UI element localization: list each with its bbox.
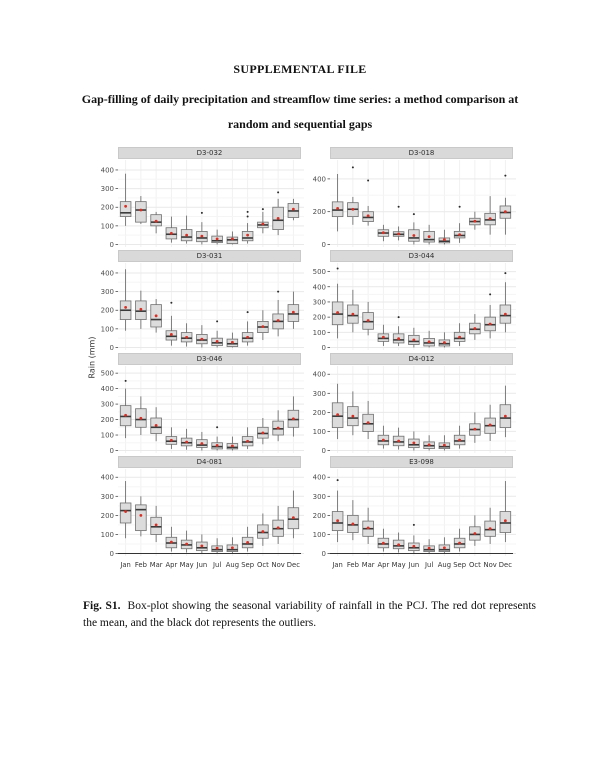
svg-text:100: 100 bbox=[313, 329, 326, 337]
svg-text:400: 400 bbox=[313, 371, 326, 379]
panel-plot-D3-046: 0 100 200 300 400 500 bbox=[101, 366, 304, 455]
panel-D4-012: D4-012 0 100 200 300 400 bbox=[308, 353, 518, 456]
svg-text:Jun: Jun bbox=[408, 561, 420, 569]
svg-text:0: 0 bbox=[110, 241, 114, 249]
panel-plot-D4-012: 0 100 200 300 400 bbox=[313, 366, 516, 455]
svg-text:400: 400 bbox=[101, 474, 114, 482]
svg-text:400: 400 bbox=[313, 175, 326, 183]
svg-text:Aug: Aug bbox=[438, 561, 451, 569]
svg-text:May: May bbox=[392, 561, 406, 569]
svg-text:0: 0 bbox=[322, 550, 326, 558]
svg-text:400: 400 bbox=[101, 385, 114, 393]
svg-text:400: 400 bbox=[313, 474, 326, 482]
svg-text:300: 300 bbox=[313, 390, 326, 398]
svg-text:Feb: Feb bbox=[347, 561, 359, 569]
document-header: SUPPLEMENTAL FILE bbox=[233, 62, 367, 76]
panel-plot-D3-044: 0 100 200 300 400 500 bbox=[313, 263, 516, 352]
svg-text:500: 500 bbox=[313, 268, 326, 276]
svg-text:Dec: Dec bbox=[499, 561, 512, 569]
svg-text:Sep: Sep bbox=[453, 561, 466, 569]
svg-text:Jan: Jan bbox=[331, 561, 342, 569]
svg-text:Feb: Feb bbox=[135, 561, 147, 569]
figure-caption: Fig. S1. Box-plot showing the seasonal va… bbox=[83, 598, 536, 633]
svg-text:200: 200 bbox=[313, 314, 326, 322]
svg-text:Oct: Oct bbox=[469, 561, 481, 569]
svg-text:Nov: Nov bbox=[483, 561, 496, 569]
svg-text:200: 200 bbox=[101, 416, 114, 424]
panel-D3-044: D3-044 0 100 200 300 400 500 bbox=[308, 250, 518, 353]
svg-text:Apr: Apr bbox=[165, 561, 177, 569]
paper-title: Gap-filling of daily precipitation and s… bbox=[55, 87, 545, 137]
svg-text:300: 300 bbox=[101, 288, 114, 296]
svg-text:Apr: Apr bbox=[377, 561, 389, 569]
panel-D3-018: D3-018 0 200 400 bbox=[308, 147, 518, 250]
svg-text:Jan: Jan bbox=[119, 561, 130, 569]
panel-strip-label: D3-032 bbox=[118, 147, 301, 159]
panel-strip-label: E3-098 bbox=[330, 456, 513, 468]
svg-text:Jul: Jul bbox=[212, 561, 221, 569]
svg-text:Oct: Oct bbox=[257, 561, 269, 569]
svg-text:0: 0 bbox=[110, 550, 114, 558]
y-axis-title: Rain (mm) bbox=[87, 336, 97, 379]
panel-strip-label: D3-046 bbox=[118, 353, 301, 365]
panel-plot-D3-032: 0 100 200 300 400 bbox=[101, 160, 304, 249]
panel-E3-098: E3-098 0 100 200 300 400 Jan Feb Mar Apr May Jun Jul… bbox=[308, 456, 518, 572]
panel-D3-031: D3-031 0 100 200 300 400 bbox=[96, 250, 306, 353]
panel-strip-label: D3-018 bbox=[330, 147, 513, 159]
panels-grid: D3-032 0 100 200 300 400 D3-018 0 200 400 D3-031 0 1… bbox=[96, 147, 520, 572]
svg-text:100: 100 bbox=[313, 428, 326, 436]
panel-D3-032: D3-032 0 100 200 300 400 bbox=[96, 147, 306, 250]
svg-text:Dec: Dec bbox=[287, 561, 300, 569]
svg-text:200: 200 bbox=[313, 512, 326, 520]
svg-text:300: 300 bbox=[313, 298, 326, 306]
svg-text:400: 400 bbox=[101, 166, 114, 174]
panel-strip-label: D3-031 bbox=[118, 250, 301, 262]
svg-text:400: 400 bbox=[313, 283, 326, 291]
figure-caption-text: Box-plot showing the seasonal variabilit… bbox=[83, 600, 537, 630]
svg-text:300: 300 bbox=[101, 401, 114, 409]
svg-text:Jul: Jul bbox=[424, 561, 433, 569]
svg-text:Mar: Mar bbox=[150, 561, 163, 569]
svg-text:May: May bbox=[180, 561, 194, 569]
svg-text:Jun: Jun bbox=[196, 561, 208, 569]
panel-plot-D3-018: 0 200 400 bbox=[313, 160, 516, 249]
panel-strip-label: D4-081 bbox=[118, 456, 301, 468]
svg-text:500: 500 bbox=[101, 370, 114, 378]
svg-text:100: 100 bbox=[101, 432, 114, 440]
figure-caption-label: Fig. S1. bbox=[83, 600, 121, 612]
svg-text:200: 200 bbox=[101, 307, 114, 315]
svg-text:400: 400 bbox=[101, 269, 114, 277]
paper-title-line-1: Gap-filling of daily precipitation and s… bbox=[81, 92, 519, 106]
svg-text:300: 300 bbox=[101, 493, 114, 501]
svg-text:100: 100 bbox=[101, 325, 114, 333]
svg-text:200: 200 bbox=[101, 512, 114, 520]
panel-strip-label: D4-012 bbox=[330, 353, 513, 365]
panel-plot-E3-098: 0 100 200 300 400 Jan Feb Mar Apr May Jun Jul Aug Sep… bbox=[313, 469, 516, 569]
svg-text:100: 100 bbox=[101, 222, 114, 230]
svg-text:200: 200 bbox=[313, 208, 326, 216]
svg-text:100: 100 bbox=[313, 531, 326, 539]
svg-text:Nov: Nov bbox=[271, 561, 284, 569]
panel-D3-046: D3-046 0 100 200 300 400 500 bbox=[96, 353, 306, 456]
svg-text:0: 0 bbox=[322, 447, 326, 455]
svg-text:300: 300 bbox=[313, 493, 326, 501]
svg-text:0: 0 bbox=[322, 241, 326, 249]
svg-text:0: 0 bbox=[110, 447, 114, 455]
svg-text:200: 200 bbox=[101, 204, 114, 212]
panel-plot-D3-031: 0 100 200 300 400 bbox=[101, 263, 304, 352]
svg-text:300: 300 bbox=[101, 185, 114, 193]
figure-s1: Rain (mm) D3-032 0 100 200 300 400 D3-018 0 200 4… bbox=[84, 147, 520, 577]
svg-text:0: 0 bbox=[322, 344, 326, 352]
svg-text:0: 0 bbox=[110, 344, 114, 352]
svg-text:Aug: Aug bbox=[226, 561, 239, 569]
svg-text:200: 200 bbox=[313, 409, 326, 417]
svg-text:Mar: Mar bbox=[362, 561, 375, 569]
panel-D4-081: D4-081 0 100 200 300 400 Jan Feb Mar Apr May Jun Jul… bbox=[96, 456, 306, 572]
svg-text:Sep: Sep bbox=[241, 561, 254, 569]
paper-title-line-2: random and sequential gaps bbox=[227, 117, 373, 131]
panel-plot-D4-081: 0 100 200 300 400 Jan Feb Mar Apr May Jun Jul Aug Sep… bbox=[101, 469, 304, 569]
panel-strip-label: D3-044 bbox=[330, 250, 513, 262]
svg-text:100: 100 bbox=[101, 531, 114, 539]
